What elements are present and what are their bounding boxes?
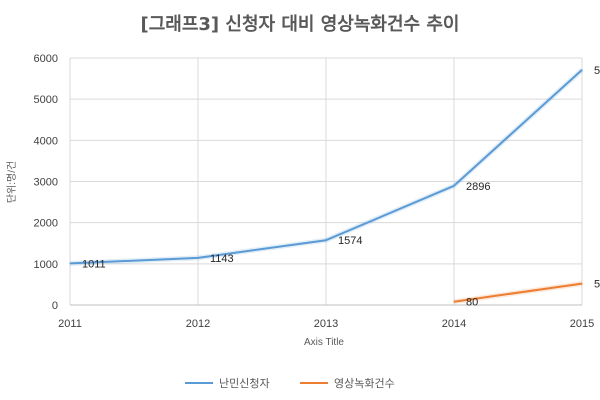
legend-label: 영상녹화건수 [334,377,395,390]
y-tick-label: 2000 [34,218,58,230]
data-point [581,69,583,71]
x-tick-label: 2014 [442,318,466,330]
legend: 난민신청자 영상녹화건수 [185,377,395,390]
data-label: 571 [594,65,600,77]
data-point [453,185,455,187]
y-tick-label: 5000 [34,94,58,106]
gridlines [69,57,583,305]
data-point [197,257,199,259]
x-tick-label: 2012 [186,318,210,330]
y-tick-label: 3000 [34,177,58,189]
data-label: 1011 [82,258,106,270]
x-tick-label: 2015 [570,318,594,330]
data-label: 80 [466,297,478,309]
series-line [453,282,583,303]
y-tick-label: 0 [52,300,58,312]
axes: 0 1000 2000 3000 4000 5000 6000 2011 2012 2013 201… [34,53,595,330]
y-tick-label: 4000 [34,135,58,147]
x-tick-label: 2011 [58,318,82,330]
data-point [453,301,455,303]
x-tick-label: 2013 [314,318,338,330]
data-label: 1574 [338,235,362,247]
y-tick-label: 6000 [34,53,58,65]
data-point [69,262,71,264]
legend-label: 난민신청자 [219,377,270,390]
data-label: 2896 [466,181,490,193]
data-label: 1143 [210,253,234,265]
data-label: 52 [594,279,600,291]
series-lines [69,68,584,305]
x-axis-title: Axis Title [304,337,344,348]
y-axis-title: 단위:명/건 [5,161,18,203]
chart-title: [그래프3] 신청자 대비 영상녹화건수 추이 [140,14,459,35]
data-point [581,283,583,285]
data-labels: 1011 1143 1574 2896 571 80 52 [82,65,600,309]
y-tick-label: 1000 [34,259,58,271]
data-point [325,239,327,241]
